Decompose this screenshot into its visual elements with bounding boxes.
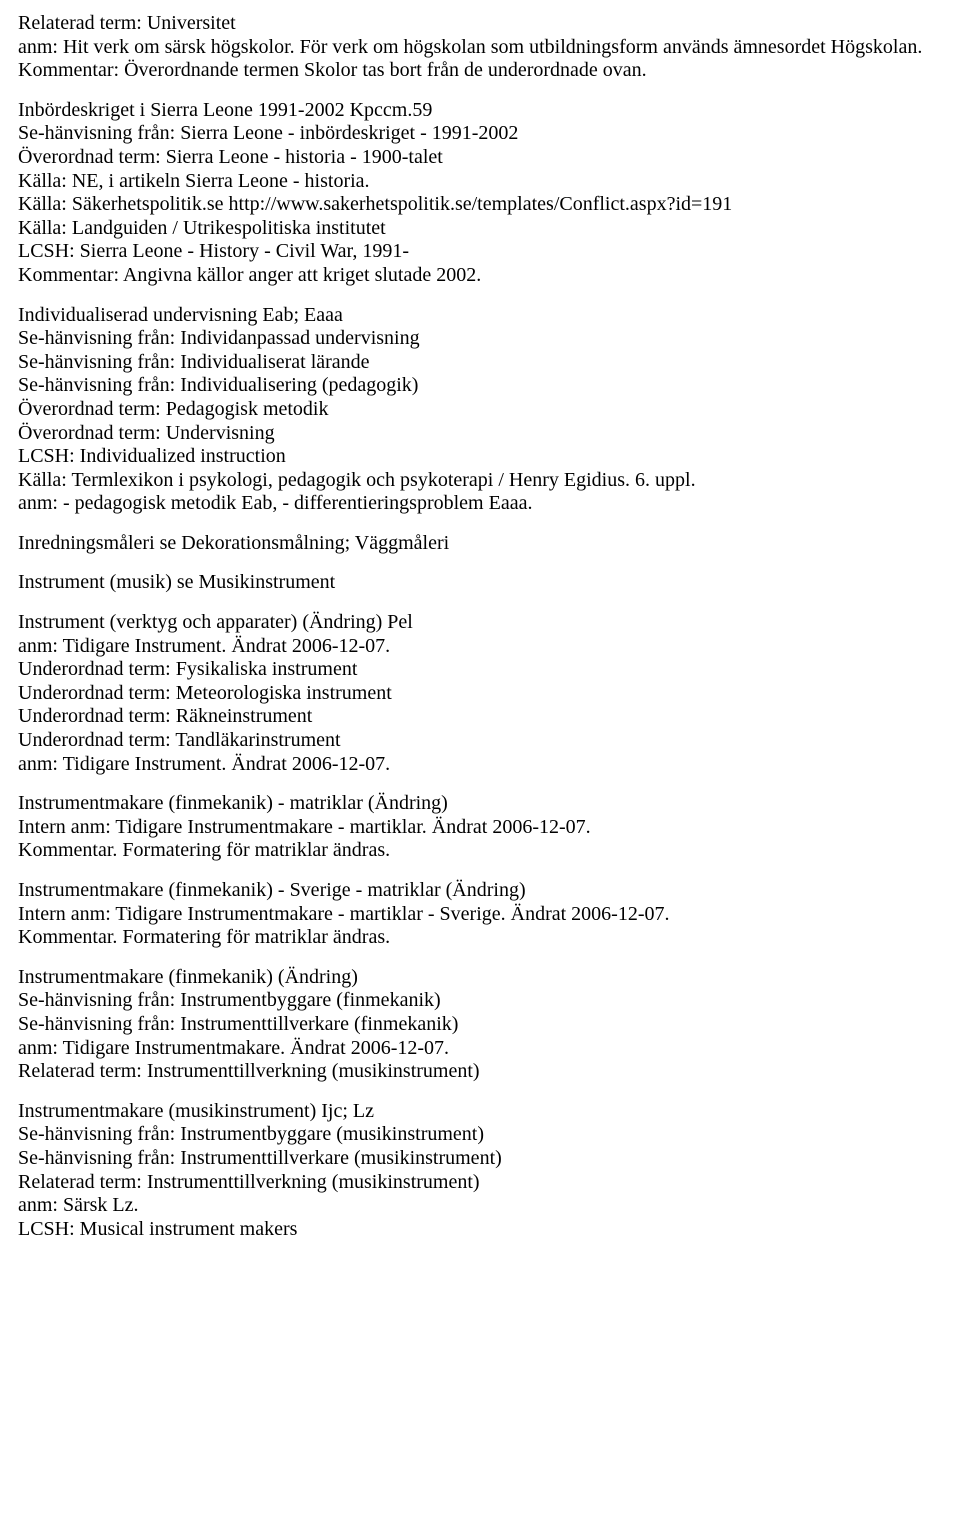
text-line: Kommentar. Formatering för matriklar änd… [18, 926, 960, 950]
text-line: Instrument (verktyg och apparater) (Ändr… [18, 611, 960, 635]
text-line: Källa: NE, i artikeln Sierra Leone - his… [18, 170, 960, 194]
text-line: Instrumentmakare (finmekanik) (Ändring) [18, 966, 960, 990]
text-line: Instrumentmakare (finmekanik) - Sverige … [18, 879, 960, 903]
entry: Instrumentmakare (musikinstrument) Ijc; … [18, 1100, 960, 1242]
text-line: Kommentar: Angivna källor anger att krig… [18, 264, 960, 288]
entry: Relaterad term: Universitetanm: Hit verk… [18, 12, 960, 83]
text-line: Se-hänvisning från: Instrumentbyggare (m… [18, 1123, 960, 1147]
text-line: LCSH: Musical instrument makers [18, 1218, 960, 1242]
text-line: Intern anm: Tidigare Instrumentmakare - … [18, 816, 960, 840]
entry: Instrumentmakare (finmekanik) - matrikla… [18, 792, 960, 863]
entry: Inbördeskriget i Sierra Leone 1991-2002 … [18, 99, 960, 288]
text-line: Relaterad term: Universitet [18, 12, 960, 36]
text-line: LCSH: Individualized instruction [18, 445, 960, 469]
text-line: Underordnad term: Räkneinstrument [18, 705, 960, 729]
text-line: Instrument (musik) se Musikinstrument [18, 571, 960, 595]
entry: Instrumentmakare (finmekanik) - Sverige … [18, 879, 960, 950]
text-line: Överordnad term: Pedagogisk metodik [18, 398, 960, 422]
text-line: anm: Tidigare Instrument. Ändrat 2006-12… [18, 753, 960, 777]
text-line: Instrumentmakare (musikinstrument) Ijc; … [18, 1100, 960, 1124]
text-line: Relaterad term: Instrumenttillverkning (… [18, 1060, 960, 1084]
text-line: Underordnad term: Tandläkarinstrument [18, 729, 960, 753]
text-line: LCSH: Sierra Leone - History - Civil War… [18, 240, 960, 264]
text-line: Relaterad term: Instrumenttillverkning (… [18, 1171, 960, 1195]
text-line: Se-hänvisning från: Instrumenttillverkar… [18, 1013, 960, 1037]
text-line: Instrumentmakare (finmekanik) - matrikla… [18, 792, 960, 816]
text-line: anm: Tidigare Instrumentmakare. Ändrat 2… [18, 1037, 960, 1061]
text-line: Se-hänvisning från: Individualiserat lär… [18, 351, 960, 375]
text-line: Se-hänvisning från: Instrumenttillverkar… [18, 1147, 960, 1171]
text-line: anm: - pedagogisk metodik Eab, - differe… [18, 492, 960, 516]
text-line: Inbördeskriget i Sierra Leone 1991-2002 … [18, 99, 960, 123]
text-line: Kommentar: Överordnande termen Skolor ta… [18, 59, 960, 83]
entry: Inredningsmåleri se Dekorationsmålning; … [18, 532, 960, 556]
entry: Individualiserad undervisning Eab; EaaaS… [18, 304, 960, 516]
text-line: Underordnad term: Fysikaliska instrument [18, 658, 960, 682]
text-line: Källa: Säkerhetspolitik.se http://www.sa… [18, 193, 960, 217]
entry: Instrumentmakare (finmekanik) (Ändring)S… [18, 966, 960, 1084]
entry: Instrument (musik) se Musikinstrument [18, 571, 960, 595]
text-line: anm: Särsk Lz. [18, 1194, 960, 1218]
text-line: anm: Tidigare Instrument. Ändrat 2006-12… [18, 635, 960, 659]
text-line: Se-hänvisning från: Instrumentbyggare (f… [18, 989, 960, 1013]
text-line: Individualiserad undervisning Eab; Eaaa [18, 304, 960, 328]
text-line: Underordnad term: Meteorologiska instrum… [18, 682, 960, 706]
text-line: Inredningsmåleri se Dekorationsmålning; … [18, 532, 960, 556]
text-line: anm: Hit verk om särsk högskolor. För ve… [18, 36, 960, 60]
text-line: Källa: Termlexikon i psykologi, pedagogi… [18, 469, 960, 493]
text-line: Överordnad term: Sierra Leone - historia… [18, 146, 960, 170]
text-line: Se-hänvisning från: Individanpassad unde… [18, 327, 960, 351]
entry: Instrument (verktyg och apparater) (Ändr… [18, 611, 960, 776]
text-line: Se-hänvisning från: Individualisering (p… [18, 374, 960, 398]
document-body: Relaterad term: Universitetanm: Hit verk… [18, 12, 960, 1241]
text-line: Kommentar. Formatering för matriklar änd… [18, 839, 960, 863]
text-line: Intern anm: Tidigare Instrumentmakare - … [18, 903, 960, 927]
text-line: Källa: Landguiden / Utrikespolitiska ins… [18, 217, 960, 241]
text-line: Överordnad term: Undervisning [18, 422, 960, 446]
text-line: Se-hänvisning från: Sierra Leone - inbör… [18, 122, 960, 146]
